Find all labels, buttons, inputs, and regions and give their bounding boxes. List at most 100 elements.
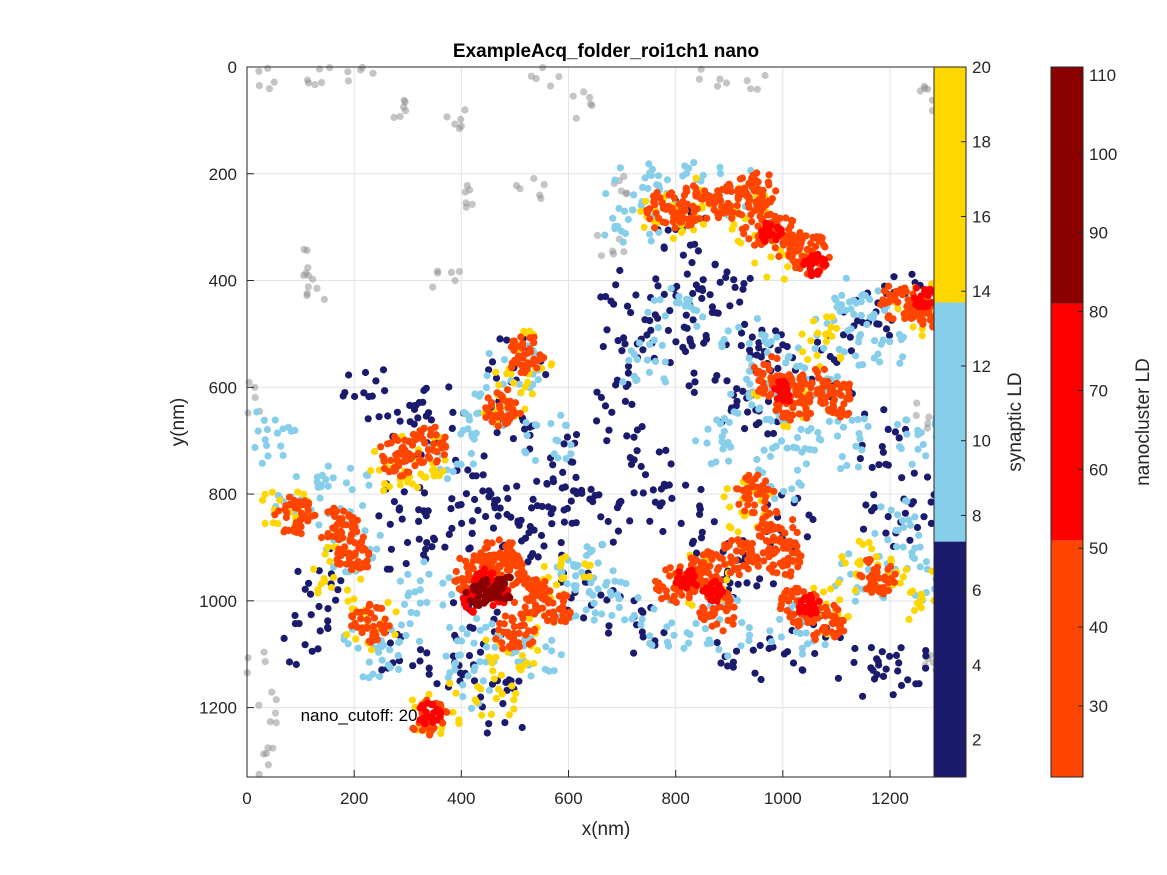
nano-low-point bbox=[816, 604, 825, 612]
synaptic-low-point bbox=[386, 639, 394, 647]
synaptic-mid-point bbox=[793, 433, 802, 442]
synaptic-high-point bbox=[763, 273, 771, 281]
synaptic-mid-point bbox=[807, 424, 815, 433]
nano-low-point bbox=[776, 214, 784, 222]
nano-low-point bbox=[509, 337, 517, 345]
nano-mid-point bbox=[807, 272, 816, 280]
synaptic-high-point bbox=[478, 711, 486, 719]
synaptic-low-point bbox=[751, 669, 759, 677]
colorbar-nanocluster-label: nanocluster LD bbox=[1133, 358, 1154, 486]
synaptic-mid-point bbox=[479, 677, 487, 685]
synaptic-mid-point bbox=[625, 356, 633, 364]
synaptic-low-point bbox=[485, 493, 493, 501]
synaptic-mid-point bbox=[843, 461, 851, 470]
synaptic-mid-point bbox=[685, 296, 694, 304]
colorbar-tick-label: 8 bbox=[972, 506, 981, 525]
synaptic-low-point bbox=[889, 691, 897, 699]
synaptic-low-point bbox=[614, 527, 623, 535]
synaptic-high-point bbox=[669, 234, 678, 242]
synaptic-low-point bbox=[706, 291, 714, 299]
nano-low-point bbox=[762, 477, 770, 485]
synaptic-high-point bbox=[560, 574, 568, 582]
nano-mid-point bbox=[688, 566, 696, 575]
nano-low-point bbox=[692, 556, 700, 564]
synaptic-mid-point bbox=[254, 427, 262, 435]
synaptic-low-point bbox=[465, 652, 474, 660]
synaptic-low-point bbox=[474, 506, 482, 514]
synaptic-mid-point bbox=[690, 306, 698, 314]
synaptic-low-point bbox=[697, 485, 705, 494]
nano-mid-point bbox=[476, 569, 484, 577]
nano-mid-point bbox=[764, 227, 772, 235]
synaptic-high-point bbox=[642, 197, 650, 205]
background-point bbox=[255, 770, 263, 778]
synaptic-mid-point bbox=[886, 338, 894, 346]
nano-low-point bbox=[807, 384, 815, 392]
synaptic-mid-point bbox=[400, 600, 409, 609]
synaptic-mid-point bbox=[879, 336, 887, 344]
background-point bbox=[620, 172, 628, 180]
synaptic-high-point bbox=[798, 330, 806, 338]
synaptic-mid-point bbox=[718, 433, 726, 441]
nano-low-point bbox=[498, 639, 506, 647]
synaptic-low-point bbox=[398, 515, 406, 523]
background-point bbox=[401, 98, 409, 106]
synaptic-mid-point bbox=[615, 595, 623, 603]
synaptic-mid-point bbox=[858, 446, 866, 454]
nano-low-point bbox=[379, 452, 387, 460]
synaptic-low-point bbox=[694, 247, 703, 255]
synaptic-low-point bbox=[879, 448, 888, 456]
nano-low-point bbox=[724, 208, 732, 216]
synaptic-low-point bbox=[688, 539, 697, 548]
synaptic-mid-point bbox=[550, 667, 558, 675]
nano-low-point bbox=[526, 348, 535, 356]
x-tick-label: 0 bbox=[242, 789, 251, 808]
nano-low-point bbox=[770, 487, 778, 495]
synaptic-high-point bbox=[822, 330, 830, 338]
nano-low-point bbox=[411, 462, 419, 470]
synaptic-low-point bbox=[549, 505, 557, 513]
background-point bbox=[743, 77, 751, 85]
synaptic-mid-point bbox=[260, 416, 268, 424]
synaptic-low-point bbox=[493, 429, 501, 437]
background-point bbox=[244, 654, 252, 662]
synaptic-mid-point bbox=[476, 626, 484, 635]
synaptic-low-point bbox=[878, 443, 886, 451]
nano-low-point bbox=[281, 526, 289, 534]
synaptic-mid-point bbox=[470, 435, 478, 443]
synaptic-high-point bbox=[320, 575, 328, 583]
background-point bbox=[593, 231, 602, 239]
nano-low-point bbox=[744, 200, 753, 208]
synaptic-low-point bbox=[580, 614, 588, 622]
synaptic-low-point bbox=[422, 512, 430, 520]
synaptic-low-point bbox=[479, 471, 487, 479]
colorbar-segment bbox=[934, 67, 966, 303]
synaptic-low-point bbox=[912, 680, 920, 688]
nano-low-point bbox=[735, 500, 743, 508]
synaptic-low-point bbox=[646, 317, 654, 325]
colorbar-tick-label: 110 bbox=[1089, 66, 1116, 85]
nano-low-point bbox=[730, 603, 738, 611]
nano-low-point bbox=[767, 390, 775, 398]
nano-low-point bbox=[875, 574, 883, 582]
synaptic-mid-point bbox=[699, 171, 707, 179]
background-point bbox=[530, 174, 538, 183]
synaptic-mid-point bbox=[755, 466, 763, 474]
synaptic-low-point bbox=[601, 402, 610, 410]
synaptic-mid-point bbox=[897, 445, 905, 453]
synaptic-low-point bbox=[415, 535, 423, 543]
synaptic-low-point bbox=[774, 346, 782, 354]
nano-mid-point bbox=[690, 572, 698, 580]
nano-low-point bbox=[714, 214, 723, 222]
synaptic-low-point bbox=[395, 506, 403, 514]
y-tick-label: 800 bbox=[209, 485, 237, 504]
synaptic-high-point bbox=[381, 480, 389, 488]
synaptic-mid-point bbox=[802, 629, 810, 637]
nano-low-point bbox=[559, 597, 568, 605]
nano-low-point bbox=[760, 360, 768, 368]
synaptic-high-point bbox=[488, 659, 496, 667]
synaptic-mid-point bbox=[699, 313, 707, 321]
background-point bbox=[923, 424, 931, 432]
synaptic-low-point bbox=[660, 629, 668, 637]
y-axis-label: y(nm) bbox=[168, 398, 189, 447]
